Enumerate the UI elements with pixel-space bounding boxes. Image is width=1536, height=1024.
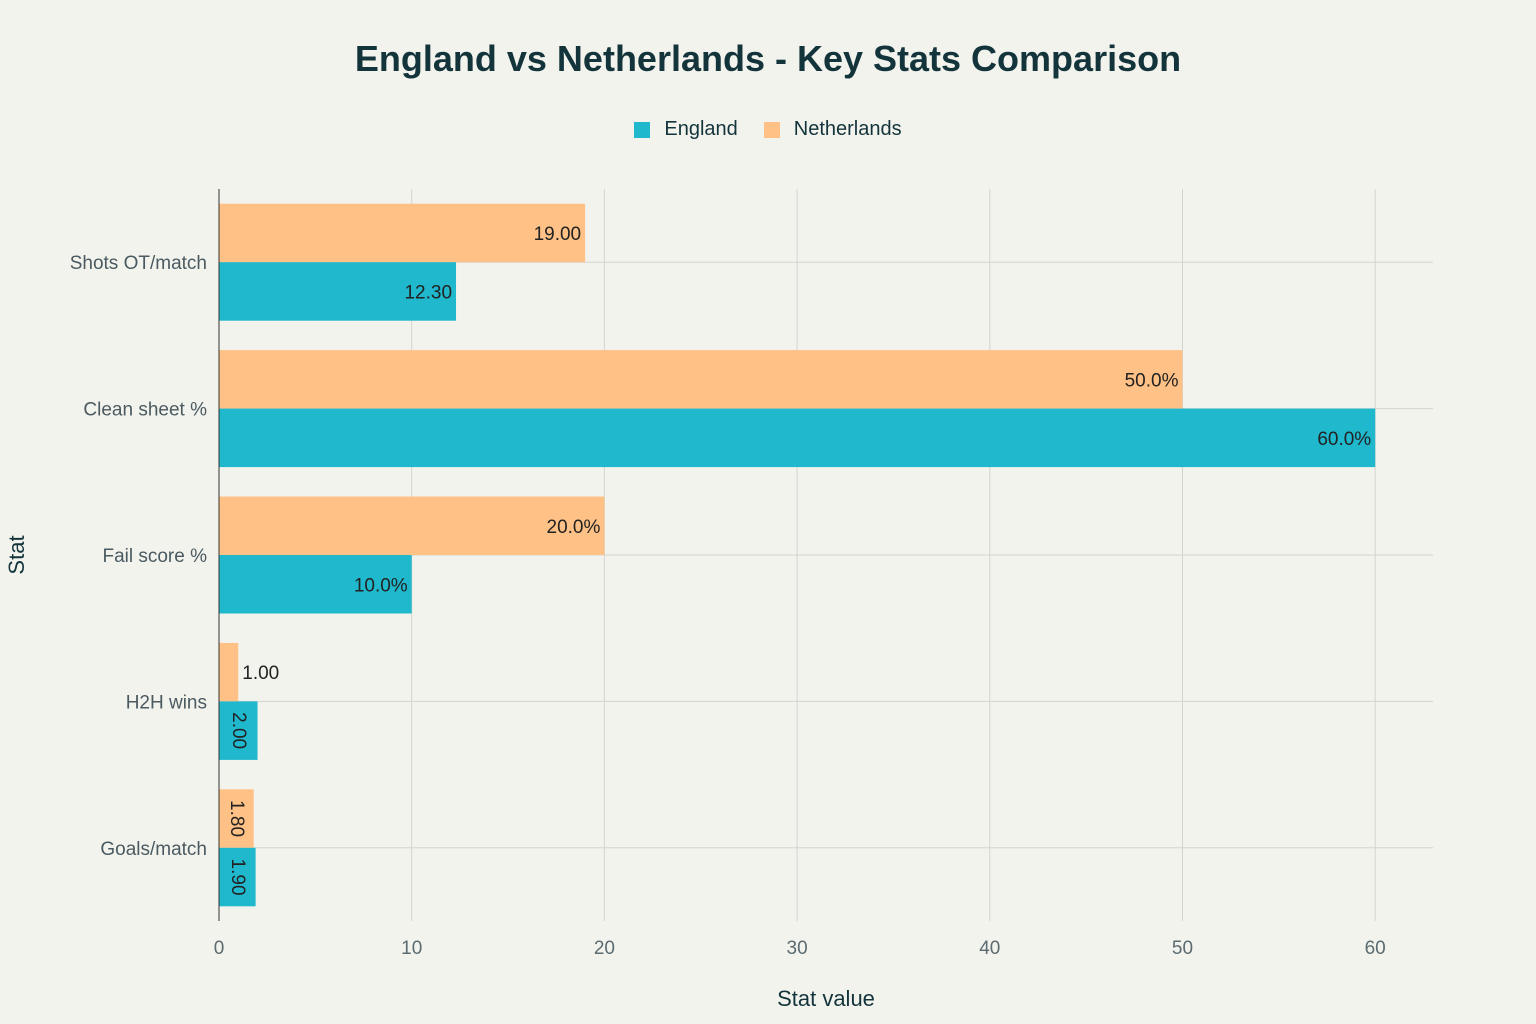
bar-england [219,847,256,907]
x-tick-label: 0 [214,938,225,959]
legend: England Netherlands [0,118,1536,141]
bar-england [219,701,258,760]
legend-item-england[interactable]: England [634,118,738,141]
bar-england [219,555,412,614]
bar-netherlands [219,203,586,263]
data-label-netherlands: 50.0% [1125,370,1179,391]
bar-netherlands [219,642,239,702]
legend-label-netherlands: Netherlands [793,118,902,140]
x-axis-title: Stat value [777,986,875,1011]
bar-netherlands [219,789,254,848]
y-tick-label: Fail score % [102,546,207,567]
data-label-england: 1.90 [227,859,248,896]
x-tick-label: 20 [594,938,615,959]
data-label-netherlands: 1.80 [226,800,247,837]
data-label-netherlands: 19.00 [534,224,582,245]
x-tick-label: 40 [979,938,1000,959]
legend-swatch-england [634,121,651,138]
data-label-england: 2.00 [228,712,249,749]
y-tick-label: H2H wins [126,692,207,713]
y-tick-label: Goals/match [100,839,207,860]
y-tick-label: Clean sheet % [83,400,207,421]
legend-label-england: England [664,118,738,140]
x-tick-label: 60 [1365,938,1386,959]
bar-netherlands [219,496,605,555]
bar-england [219,408,1376,468]
data-label-netherlands: 1.00 [242,663,279,684]
legend-item-netherlands[interactable]: Netherlands [763,118,902,141]
x-tick-label: 10 [401,938,422,959]
legend-swatch-netherlands [763,121,780,138]
data-label-england: 10.0% [354,575,408,596]
chart-title: England vs Netherlands - Key Stats Compa… [354,38,1182,79]
x-tick-label: 50 [1172,938,1193,959]
x-tick-label: 30 [787,938,808,959]
data-label-england: 60.0% [1317,429,1371,450]
data-label-england: 12.30 [404,282,452,303]
y-tick-label: Shots OT/match [70,253,207,274]
data-label-netherlands: 20.0% [547,517,601,538]
bar-england [219,262,457,321]
y-axis-title: Stat [4,535,29,574]
bar-netherlands [219,350,1183,409]
